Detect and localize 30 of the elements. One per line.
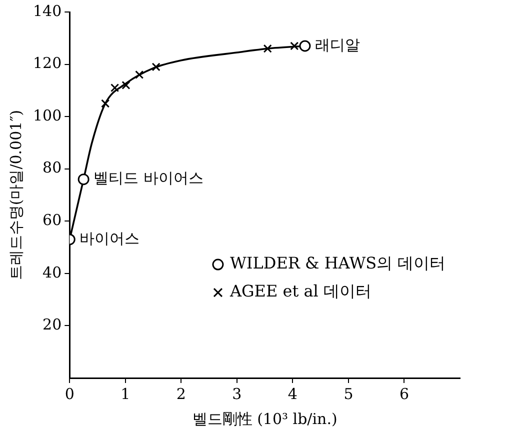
x-tick-label: 2: [176, 384, 186, 403]
annotation: 바이어스: [80, 229, 140, 248]
point: [299, 40, 311, 52]
legend-label: WILDER & HAWS의 데이터: [230, 254, 446, 273]
point: [78, 174, 90, 186]
x-axis-title: 벨드剛性 (10³ lb/in.): [192, 410, 338, 428]
x-tick-label: 5: [344, 384, 354, 403]
y-tick-label: 100: [32, 106, 62, 124]
y-tick-label: 40: [42, 263, 62, 282]
y-tick-label: 60: [42, 211, 62, 230]
legend-label: AGEE et al 데이터: [228, 282, 372, 301]
annotation: 벨티드 바이어스: [94, 169, 204, 188]
point: [101, 99, 110, 108]
x-tick-label: 4: [288, 384, 298, 403]
y-tick-label: 20: [42, 316, 62, 334]
point: [110, 84, 120, 92]
point: [290, 42, 299, 50]
point: [152, 62, 160, 72]
y-tick-label: 140: [32, 2, 62, 20]
x-tick-label: 6: [399, 384, 410, 403]
point: [263, 44, 272, 53]
x-tick-label: 0: [64, 384, 74, 403]
y-tick-label: 120: [32, 54, 62, 72]
point: [122, 80, 130, 90]
y-tick-label: 80: [42, 158, 62, 177]
x-tick-label: 3: [232, 384, 242, 403]
annotation: 래디알: [314, 36, 360, 54]
point: [135, 70, 144, 80]
y-axis-title: 트레드수명(마일/0.001″): [6, 110, 25, 280]
x-tick-label: 1: [120, 384, 130, 403]
